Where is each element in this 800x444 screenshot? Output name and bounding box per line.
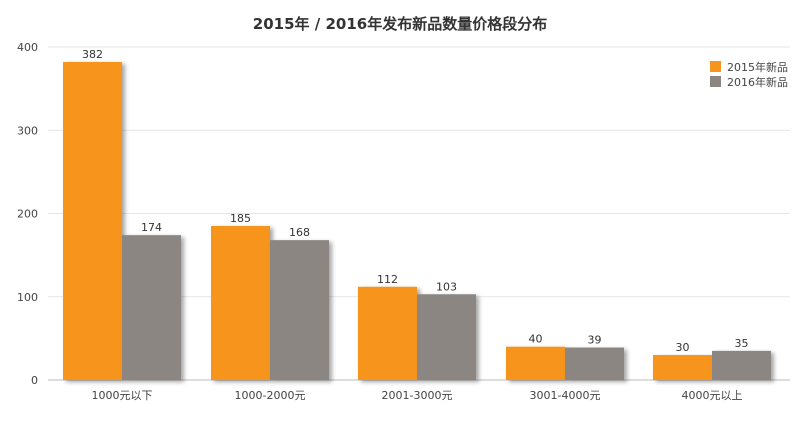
data-label: 35 <box>735 337 749 350</box>
data-label: 112 <box>377 273 398 286</box>
data-label: 30 <box>676 341 690 354</box>
bar-2015-4 <box>653 355 712 380</box>
bar-2015-0 <box>63 61 122 381</box>
bar-2016-0 <box>122 235 181 380</box>
x-tick-label: 2001-3000元 <box>382 389 453 402</box>
legend-swatch <box>710 76 721 87</box>
bar-2016-3 <box>565 347 624 380</box>
y-axis: 0 100 200 300 400 <box>17 41 38 387</box>
x-axis: 1000元以下 1000-2000元 2001-3000元 3001-4000元 400… <box>92 389 743 402</box>
data-label: 103 <box>436 280 457 293</box>
bar-2015-2 <box>358 286 417 380</box>
bars <box>63 61 771 381</box>
y-tick-label: 200 <box>17 208 38 221</box>
y-tick-label: 100 <box>17 291 38 304</box>
y-tick-label: 400 <box>17 41 38 54</box>
data-label: 174 <box>141 221 162 234</box>
bar-2015-1 <box>211 225 270 380</box>
data-label: 40 <box>529 333 543 346</box>
data-label: 168 <box>289 226 310 239</box>
bar-2016-4 <box>712 350 771 380</box>
legend-swatch <box>710 61 721 72</box>
x-tick-label: 1000元以下 <box>92 389 153 402</box>
data-label: 185 <box>230 212 251 225</box>
x-tick-label: 4000元以上 <box>682 389 743 402</box>
bar-2015-3 <box>506 346 565 380</box>
bar-2016-1 <box>270 240 329 380</box>
x-tick-label: 3001-4000元 <box>530 389 601 402</box>
data-labels: 382 174 185 168 112 103 40 39 30 35 <box>82 48 749 354</box>
y-tick-label: 0 <box>31 374 38 387</box>
data-label: 382 <box>82 48 103 61</box>
legend-label: 2015年新品 <box>727 60 788 74</box>
legend-label: 2016年新品 <box>727 75 788 89</box>
chart-title: 2015年 / 2016年发布新品数量价格段分布 <box>253 15 547 33</box>
data-label: 39 <box>588 334 602 347</box>
bar-2016-2 <box>417 294 476 380</box>
x-tick-label: 1000-2000元 <box>235 389 306 402</box>
y-tick-label: 300 <box>17 124 38 137</box>
